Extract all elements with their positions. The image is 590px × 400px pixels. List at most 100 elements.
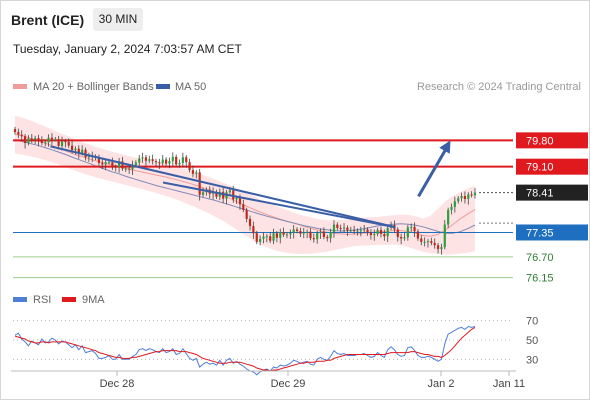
candle-up: [460, 196, 463, 199]
candle-down: [346, 227, 349, 231]
candle-up: [443, 224, 446, 248]
candle-down: [470, 194, 473, 196]
candle-up: [168, 161, 171, 164]
candle-up: [329, 232, 332, 239]
candle-down: [70, 145, 74, 151]
candle-up: [447, 209, 450, 225]
candle-down: [97, 158, 101, 163]
candle-down: [198, 172, 201, 195]
candle-up: [44, 142, 47, 144]
chart-header: Brent (ICE) 30 MIN: [1, 1, 589, 37]
candle-down: [37, 138, 40, 141]
bb-legend-label: MA 20 + Bollinger Bands: [33, 81, 154, 93]
bb-legend-swatch: [13, 84, 27, 89]
candle-down: [400, 236, 403, 239]
rsi-ma-legend-label: 9MA: [82, 294, 105, 306]
candle-down: [164, 159, 168, 164]
candle-up: [289, 232, 292, 235]
candle-down: [275, 233, 278, 238]
candle-up: [235, 197, 238, 200]
candle-down: [269, 236, 272, 241]
candle-up: [363, 229, 366, 231]
candle-up: [410, 226, 413, 228]
candle-up: [403, 237, 406, 239]
pivot-label: 77.35: [526, 227, 554, 239]
candle-down: [309, 231, 312, 239]
candle-down: [151, 159, 154, 162]
candle-up: [373, 233, 376, 236]
instrument-title: Brent (ICE): [11, 12, 85, 28]
candle-down: [23, 136, 27, 143]
datetime-label: Tuesday, January 2, 2024 7:03:57 AM CET: [13, 42, 242, 56]
candle-down: [144, 157, 148, 161]
candle-up: [47, 137, 50, 143]
candle-down: [111, 162, 114, 167]
projection-arrow-shaft: [417, 145, 449, 198]
candle-up: [342, 227, 346, 229]
candle-up: [141, 157, 144, 159]
candle-down: [379, 229, 383, 234]
candle-down: [312, 238, 315, 240]
candle-down: [40, 140, 43, 143]
candle-down: [436, 245, 440, 250]
candle-up: [74, 148, 77, 151]
candle-down: [299, 230, 302, 234]
candle-up: [148, 159, 151, 161]
x-tick-label: Jan 11: [493, 378, 525, 390]
rsi-legend-label: RSI: [33, 294, 51, 306]
ma50-legend-swatch: [156, 84, 170, 89]
candle-up: [279, 232, 282, 238]
candle-up: [467, 194, 470, 200]
candle-up: [306, 231, 309, 233]
candle-up: [161, 159, 164, 164]
trendline-upper: [50, 145, 396, 229]
resistance-label-box: [516, 132, 588, 149]
candle-up: [285, 234, 289, 236]
rsi-ma-line: [14, 326, 476, 372]
candle-up: [178, 162, 181, 165]
candle-up: [423, 241, 426, 243]
candle-up: [104, 162, 107, 165]
last-price-box: [516, 184, 588, 201]
candle-down: [413, 226, 416, 232]
ma50-line: [14, 139, 476, 234]
candle-up: [34, 138, 37, 140]
candle-down: [77, 148, 80, 154]
candle-up: [107, 162, 111, 164]
candle-up: [54, 139, 57, 141]
candle-up: [332, 224, 336, 233]
candle-up: [201, 192, 205, 195]
timeframe-badge[interactable]: 30 MIN: [93, 8, 143, 31]
candle-down: [463, 196, 467, 200]
candle-up: [60, 141, 64, 146]
candle-down: [326, 236, 329, 239]
candle-up: [457, 198, 460, 202]
candle-up: [181, 157, 184, 163]
candle-down: [396, 229, 399, 237]
candle-down: [30, 138, 33, 140]
projection-arrow-head: [439, 140, 451, 154]
candle-up: [349, 230, 352, 232]
x-tick-label: Dec 28: [100, 378, 135, 390]
candle-up: [356, 230, 359, 232]
x-axis-ticks: Dec 28 Dec 29 Jan 2 Jan 11: [100, 371, 525, 390]
candle-down: [67, 141, 70, 146]
candle-down: [158, 162, 161, 164]
candle-down: [252, 226, 255, 234]
candle-down: [188, 162, 191, 171]
candle-down: [154, 161, 158, 163]
candle-down: [245, 209, 248, 219]
candle-down: [383, 233, 386, 237]
candle-up: [359, 230, 362, 232]
candle-down: [255, 233, 258, 242]
candle-down: [57, 139, 60, 146]
bollinger-band: [15, 115, 475, 255]
support-label: 76.70: [526, 252, 554, 264]
candle-up: [228, 190, 231, 193]
candle-up: [117, 161, 121, 168]
candle-down: [222, 191, 225, 199]
candle-down: [128, 168, 131, 170]
rsi-tick-label: 30: [526, 354, 538, 366]
candle-up: [426, 241, 430, 243]
